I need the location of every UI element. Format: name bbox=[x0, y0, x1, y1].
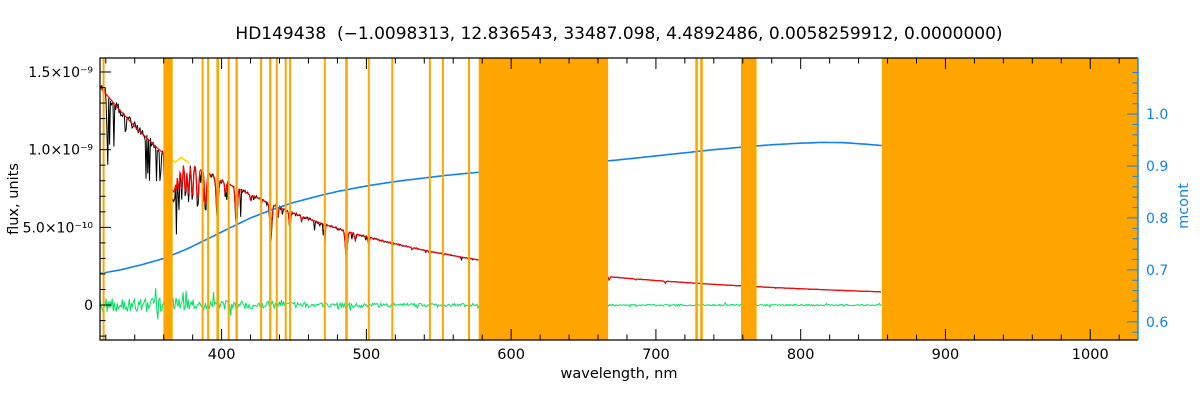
tick-label: 0.8 bbox=[1146, 211, 1168, 227]
tick-label: 0.9 bbox=[1146, 159, 1168, 175]
tick-label: 1.0 bbox=[1146, 107, 1168, 123]
tick-label: 400 bbox=[208, 347, 236, 363]
masked-band bbox=[367, 58, 370, 340]
masked-band bbox=[269, 58, 272, 340]
tick-label: 1.5×10⁻⁹ bbox=[28, 65, 93, 81]
tick-label: 500 bbox=[353, 347, 381, 363]
flux-axis-title: flux, units bbox=[6, 163, 22, 235]
masked-band bbox=[284, 58, 287, 340]
masked-band bbox=[391, 58, 394, 340]
tick-label: 0.7 bbox=[1146, 263, 1168, 279]
masked-band bbox=[201, 58, 204, 340]
masked-band bbox=[468, 58, 470, 340]
masked-band bbox=[478, 58, 609, 340]
masked-band bbox=[345, 58, 348, 340]
masked-band bbox=[695, 58, 698, 340]
flux-axis-ticks: 0 5.0×10⁻¹⁰ 1.0×10⁻⁹ 1.5×10⁻⁹ bbox=[23, 65, 111, 337]
tick-label: 5.0×10⁻¹⁰ bbox=[23, 220, 94, 236]
plot-frame bbox=[99, 57, 1138, 341]
tick-label: 900 bbox=[932, 347, 960, 363]
masked-band bbox=[235, 58, 238, 340]
masked-band bbox=[260, 58, 263, 340]
masked-band bbox=[163, 58, 173, 340]
x-axis-ticks: 400 500 600 700 800 900 1000 bbox=[105, 58, 1120, 363]
x-axis-title: wavelength, nm bbox=[560, 366, 678, 382]
plot-title: HD149438 (−1.0098313, 12.836543, 33487.0… bbox=[235, 24, 1003, 44]
tick-label: 800 bbox=[787, 347, 815, 363]
mcont-axis-title: mcont bbox=[1176, 183, 1192, 229]
masked-band bbox=[102, 58, 105, 340]
mcont-axis-ticks: 0.6 0.7 0.8 0.9 1.0 bbox=[1127, 72, 1168, 333]
tick-label: 0.6 bbox=[1146, 315, 1168, 331]
tick-label: 0 bbox=[84, 298, 93, 314]
tick-label: 1.0×10⁻⁹ bbox=[28, 143, 93, 159]
masked-band bbox=[441, 58, 444, 340]
masked-band bbox=[881, 58, 1138, 340]
masked-band bbox=[289, 58, 292, 340]
masked-band bbox=[275, 58, 278, 340]
masked-band bbox=[700, 58, 703, 340]
masked-band bbox=[227, 58, 230, 340]
tick-label: 700 bbox=[642, 347, 670, 363]
masked-band bbox=[428, 58, 431, 340]
tick-label: 600 bbox=[497, 347, 525, 363]
masked-band bbox=[741, 58, 757, 340]
masked-band bbox=[216, 58, 219, 340]
masked-band bbox=[323, 58, 326, 340]
tick-label: 1000 bbox=[1072, 347, 1109, 363]
masked-bands bbox=[102, 58, 1138, 340]
masked-band bbox=[207, 58, 210, 340]
